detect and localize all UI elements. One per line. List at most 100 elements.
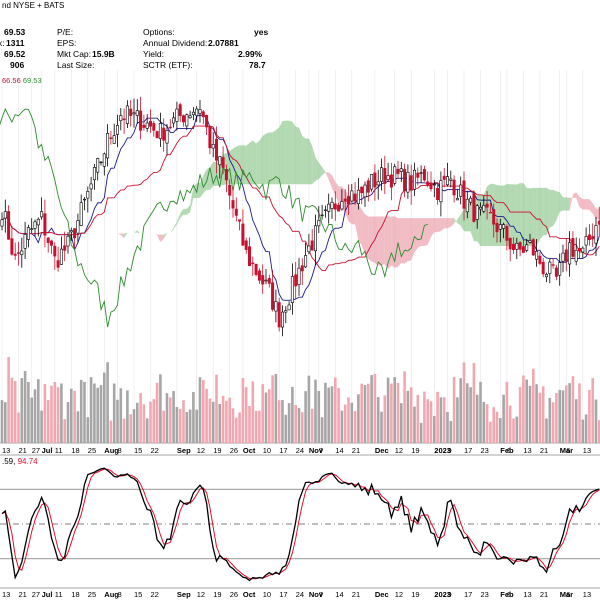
candle-body-61 [201,111,205,118]
volume-bar-155 [512,418,515,443]
date-label-top-1: 21 [19,446,27,455]
cloud-segment-169 [556,191,560,221]
candle-body-111 [366,180,370,193]
date-label-bottom-31: 6 [507,590,511,599]
cloud-segment-146 [480,194,484,246]
volume-bar-105 [347,397,350,443]
date-label-bottom-11: Sep [177,590,191,599]
volume-bar-38 [126,390,129,443]
candle-body-81 [267,278,271,284]
cloud-segment-99 [325,171,329,180]
candle-body-72 [238,219,242,222]
cloud-segment-112 [368,216,372,262]
volume-bar-175 [578,383,581,443]
candle-body-75 [248,246,252,267]
volume-bar-61 [202,380,205,443]
candle-body-48 [158,123,162,139]
candle-body-42 [139,110,143,131]
candle-body-80 [264,279,268,282]
cloud-segment-162 [533,187,537,246]
volume-bar-33 [109,420,113,443]
volume-bar-101 [334,377,337,443]
left-value-2: 1311 [6,38,25,48]
candle-body-165 [544,274,548,278]
volume-bar-158 [522,375,525,443]
volume-bar-17 [56,387,60,443]
volume-bar-11 [37,379,40,443]
date-label-top-31: 6 [507,446,511,455]
candle-body-73 [241,223,245,246]
cloud-segment-156 [513,184,517,246]
date-label-top-22: 21 [352,446,360,455]
candle-body-41 [135,110,139,116]
candle-body-5 [16,252,20,254]
candle-body-149 [492,209,496,225]
date-label-bottom-0: 13 [2,590,10,599]
date-label-top-19: Nov [309,446,324,455]
candle-body-123 [406,172,410,193]
volume-bar-7 [23,370,27,443]
volume-bar-138 [456,397,459,443]
volume-bar-127 [419,422,423,443]
cloud-segment-177 [582,199,587,210]
candle-body-15 [49,240,53,246]
cloud-segment-164 [539,187,544,240]
cloud-segment-175 [576,192,580,208]
volume-bar-120 [396,382,400,443]
cloud-segment-94 [308,138,313,185]
volume-bar-162 [535,384,538,443]
volume-bar-167 [551,402,555,443]
volume-bar-2 [7,357,10,443]
date-label-bottom-9: 15 [134,590,142,599]
volume-bar-130 [429,401,433,443]
candle-body-115 [379,167,383,182]
ma-readout-value-1: 66.56 [2,76,21,85]
cloud-segment-176 [579,196,583,210]
cloud-segment-172 [566,197,570,211]
volume-bar-159 [525,379,528,443]
cloud-segment-147 [483,186,488,246]
cloud-segment-79 [259,135,263,185]
date-label-top-17: 17 [279,446,287,455]
cloud-segment-57 [186,204,191,215]
candle-body-27 [89,183,93,190]
candle-body-143 [472,193,476,222]
volume-bar-73 [241,378,245,443]
candle-body-104 [343,198,347,202]
volume-bar-43 [142,404,146,443]
cloud-segment-163 [536,187,540,246]
cloud-segment-166 [546,187,550,236]
candle-body-14 [46,237,50,243]
candle-body-74 [244,240,248,250]
volume-bar-81 [268,389,271,443]
volume-bar-115 [380,411,383,443]
candle-body-160 [528,240,532,243]
cloud-segment-135 [444,218,448,229]
cloud-segment-36 [117,233,121,236]
volume-bar-107 [353,411,357,443]
candle-body-161 [531,239,535,256]
cloud-segment-56 [183,208,187,215]
date-label-top-20: 7 [319,446,323,455]
volume-bar-137 [452,376,456,443]
candle-body-157 [518,242,522,250]
volume-bar-82 [271,375,274,443]
date-label-bottom-2: 27 [32,590,40,599]
candle-body-163 [538,255,542,264]
cloud-segment-152 [500,185,504,246]
date-label-bottom-36: 13 [583,590,591,599]
candle-body-139 [459,184,463,197]
volume-bar-24 [79,379,83,443]
candle-body-135 [445,176,449,186]
cloud-segment-109 [358,204,362,246]
volume-bar-154 [508,405,512,443]
cloud-segment-83 [272,130,276,185]
candle-body-124 [409,175,413,191]
volume-bar-21 [70,388,73,443]
volume-bar-49 [162,410,165,443]
date-label-bottom-7: Aug [104,590,119,599]
ichimoku-cloud [87,120,600,270]
candle-body-85 [280,311,284,328]
date-label-top-7: Aug [104,446,119,455]
